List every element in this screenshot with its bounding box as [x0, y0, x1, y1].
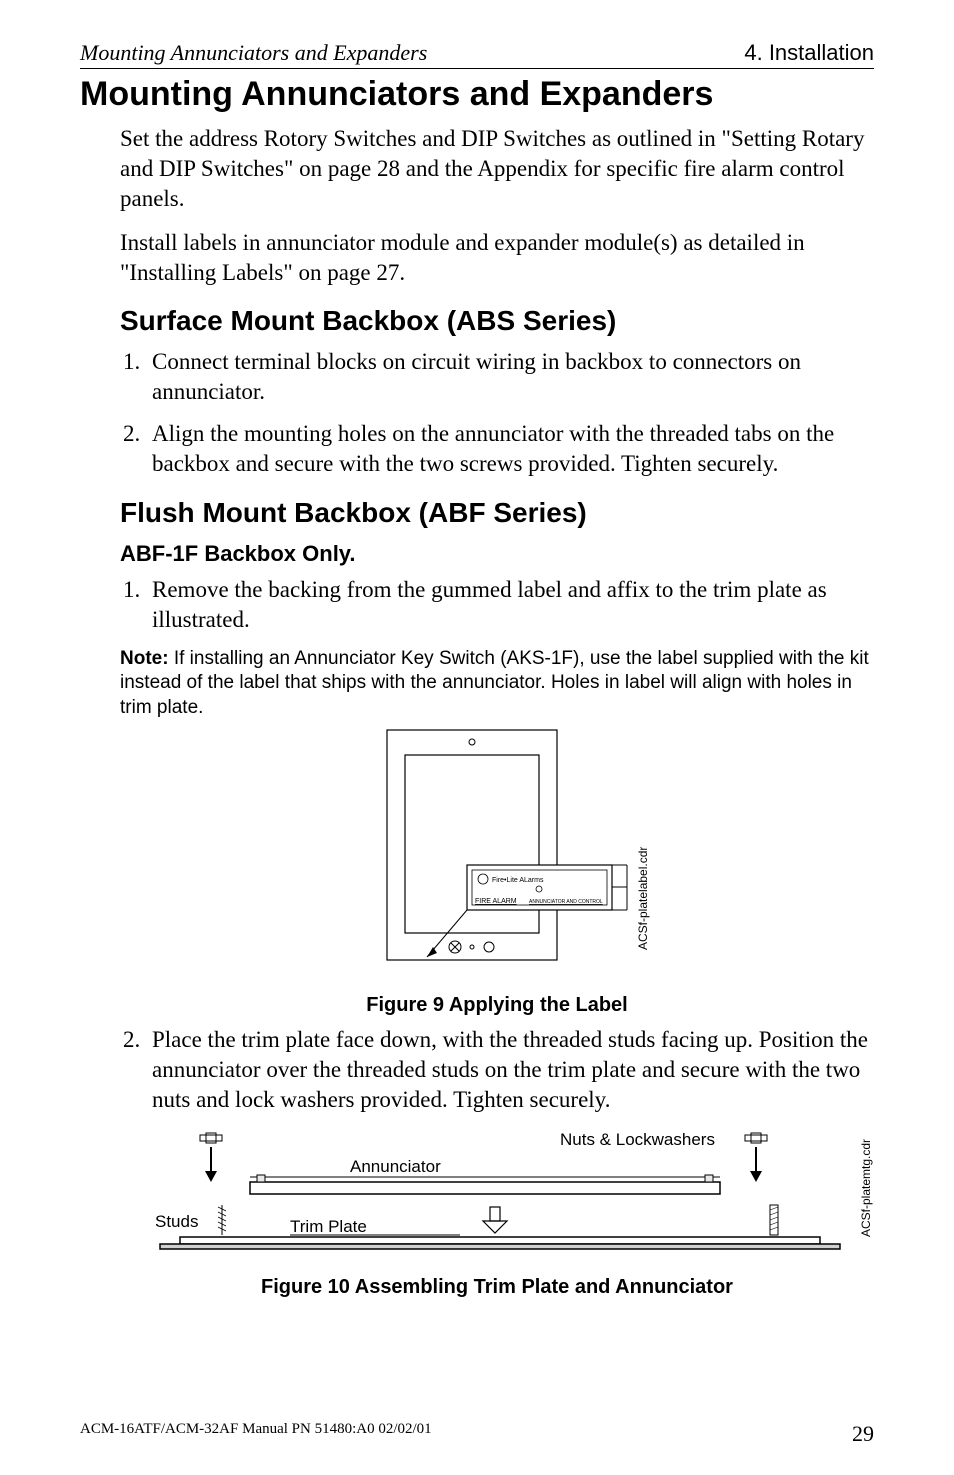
stud-right-icon [770, 1205, 778, 1235]
section1-step2: Align the mounting holes on the annuncia… [146, 419, 874, 479]
section2-steps-a: Remove the backing from the gummed label… [120, 575, 874, 635]
page-footer: ACM-16ATF/ACM-32AF Manual PN 51480:A0 02… [80, 1421, 874, 1447]
section1-heading: Surface Mount Backbox (ABS Series) [120, 305, 874, 337]
figure9-sidelabel: ACSf-platelabel.cdr [636, 846, 650, 949]
section1-step1: Connect terminal blocks on circuit wirin… [146, 347, 874, 407]
page-header: Mounting Annunciators and Expanders 4. I… [80, 40, 874, 66]
note-block: Note: If installing an Annunciator Key S… [120, 647, 874, 721]
figure10-caption: Figure 10 Assembling Trim Plate and Annu… [120, 1276, 874, 1299]
figure9-svg: Fire•Lite ALarms FIRE ALARM ANNUNCIATOR … [317, 725, 677, 985]
stud-left-icon [218, 1205, 226, 1235]
header-right: 4. Installation [744, 40, 874, 66]
figure10-trim-label: Trim Plate [290, 1217, 367, 1236]
figure10-annun-label: Annunciator [350, 1157, 441, 1176]
figure10-wrap: ACSf-platemtg.cdr Nuts & Lockwashers Ann… [120, 1127, 874, 1299]
header-rule [80, 68, 874, 69]
figure10-sidelabel: ACSf-platemtg.cdr [859, 1138, 873, 1236]
header-left: Mounting Annunciators and Expanders [80, 40, 427, 66]
section2-step2: Place the trim plate face down, with the… [146, 1025, 874, 1115]
section2-subheading: ABF-1F Backbox Only. [120, 541, 874, 567]
intro-paragraph-2: Install labels in annunciator module and… [120, 228, 874, 288]
down-arrow-icon [483, 1207, 507, 1233]
figure9-wrap: Fire•Lite ALarms FIRE ALARM ANNUNCIATOR … [120, 725, 874, 1017]
page-number: 29 [852, 1421, 874, 1447]
figure10-nuts-label: Nuts & Lockwashers [560, 1130, 715, 1149]
section2-steps-b: Place the trim plate face down, with the… [120, 1025, 874, 1115]
figure10-svg: ACSf-platemtg.cdr Nuts & Lockwashers Ann… [120, 1127, 880, 1267]
nut-icon-right [745, 1133, 767, 1143]
page-title: Mounting Annunciators and Expanders [80, 75, 874, 114]
section2-heading: Flush Mount Backbox (ABF Series) [120, 497, 874, 529]
nut-icon-left [200, 1133, 222, 1143]
figure9-label-line1: Fire•Lite ALarms [492, 877, 544, 884]
figure9-caption: Figure 9 Applying the Label [120, 994, 874, 1017]
body-content: Set the address Rotory Switches and DIP … [120, 124, 874, 1299]
section1-steps: Connect terminal blocks on circuit wirin… [120, 347, 874, 479]
intro-paragraph-1: Set the address Rotory Switches and DIP … [120, 124, 874, 214]
figure10-studs-label: Studs [155, 1212, 198, 1231]
note-prefix: Note: [120, 648, 169, 669]
footer-left: ACM-16ATF/ACM-32AF Manual PN 51480:A0 02… [80, 1421, 432, 1447]
figure9-label-line2r: ANNUNCIATOR AND CONTROL [529, 899, 603, 905]
note-body: If installing an Annunciator Key Switch … [120, 648, 869, 718]
figure9-label-line2l: FIRE ALARM [475, 898, 517, 905]
section2-step1: Remove the backing from the gummed label… [146, 575, 874, 635]
